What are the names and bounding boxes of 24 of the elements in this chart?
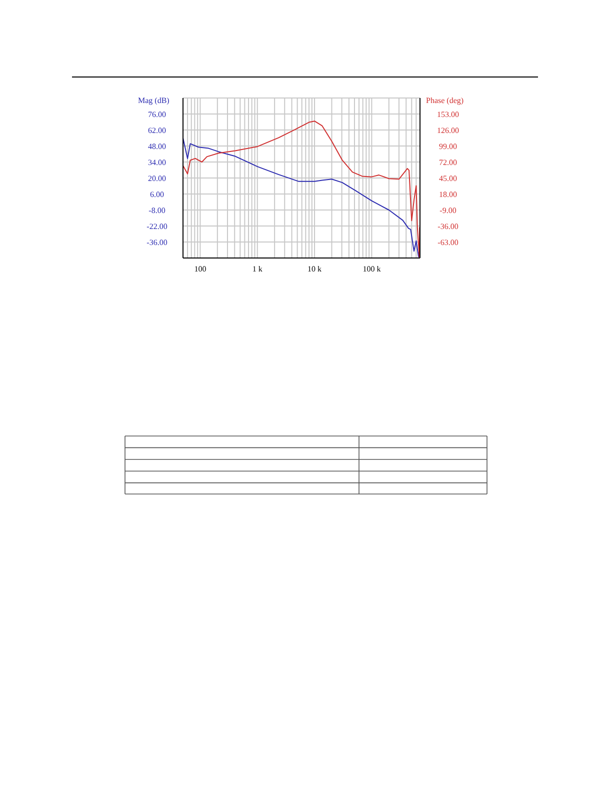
y2-tick-label: 153.00 [437, 110, 459, 119]
y2-tick-label: 99.00 [439, 142, 457, 151]
y-tick-label: -36.00 [146, 238, 168, 247]
y-axis-title: Mag (dB) [138, 96, 170, 105]
y2-tick-label: -9.00 [440, 206, 456, 215]
y-tick-label: 6.00 [150, 190, 164, 199]
y-tick-label: 48.00 [148, 142, 166, 151]
y-tick-label: 76.00 [148, 110, 166, 119]
y-tick-label: 62.00 [148, 126, 166, 135]
y2-tick-label: 18.00 [439, 190, 457, 199]
y2-tick-label: 126.00 [437, 126, 459, 135]
y2-axis-title: Phase (deg) [426, 96, 464, 105]
y-tick-label: -8.00 [148, 206, 166, 215]
x-tick-label: 1 k [252, 264, 262, 274]
y2-tick-label: 72.00 [439, 158, 457, 167]
y2-tick-label: -36.00 [438, 222, 458, 231]
x-tick-label: 10 k [308, 264, 322, 274]
y2-tick-label: 45.00 [439, 174, 457, 183]
x-tick-label: 100 k [362, 264, 381, 274]
x-tick-label: 100 [194, 264, 206, 274]
y2-tick-label: -63.00 [438, 238, 458, 247]
y-tick-label: 20.00 [148, 174, 166, 183]
y-tick-label: -22.00 [146, 222, 168, 231]
y-tick-label: 34.00 [148, 158, 166, 167]
